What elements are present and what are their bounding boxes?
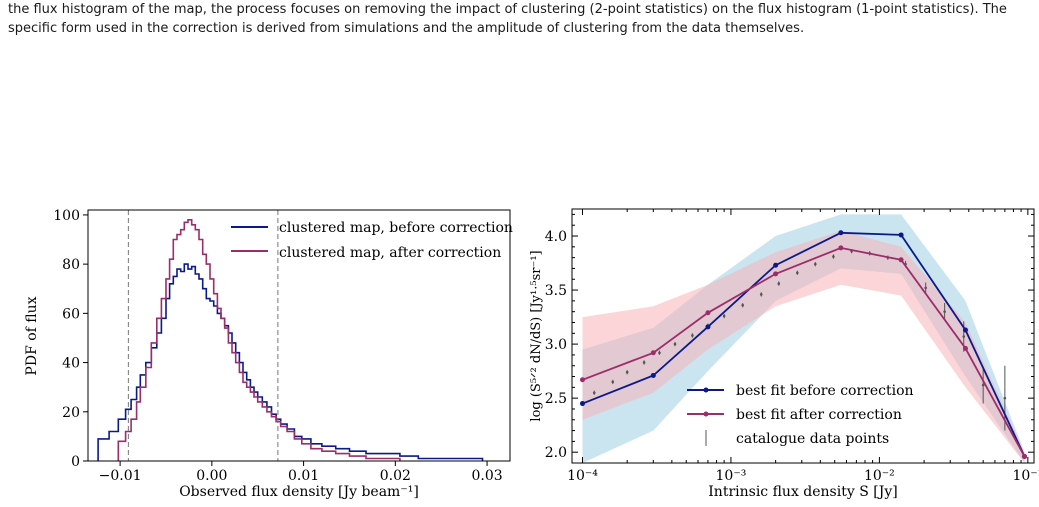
catalogue-point <box>962 335 966 338</box>
fit-point-after <box>773 271 779 277</box>
y-tick-label: 40 <box>62 356 80 372</box>
catalogue-point <box>592 391 596 395</box>
legend-label-after: best fit after correction <box>736 407 902 423</box>
y-tick-label: 2.0 <box>545 445 567 461</box>
fit-point-after <box>650 350 656 356</box>
catalogue-point <box>981 383 985 387</box>
catalogue-point <box>658 351 661 355</box>
series-after-correction <box>117 219 401 461</box>
fit-line-after-correction <box>582 246 1026 457</box>
y-tick-label: 100 <box>53 208 80 224</box>
x-axis-label: Intrinsic flux density S [Jy] <box>708 484 897 500</box>
x-tick-label: 0.00 <box>196 468 227 484</box>
uncertainty-band-after <box>582 230 1025 463</box>
x-axis-label: Observed flux density [Jy beam⁻¹] <box>179 484 419 500</box>
fit-point-before <box>579 401 585 407</box>
fit-point-after <box>579 377 585 383</box>
paragraph: the flux histogram of the map, the proce… <box>8 0 1033 38</box>
x-tick-label: 10⁻³ <box>716 468 747 484</box>
y-tick-label: 3.0 <box>545 337 567 353</box>
catalogue-point <box>943 310 946 313</box>
catalogue-point <box>611 380 615 384</box>
x-tick-label: 10⁻⁴ <box>567 468 598 484</box>
y-tick-label: 60 <box>62 306 80 322</box>
fit-point-before <box>650 372 656 378</box>
fit-point-after <box>962 345 968 351</box>
legend-label-after: clustered map, after correction <box>279 245 501 261</box>
x-tick-label: 10⁻¹ <box>1012 468 1039 484</box>
catalogue-point <box>642 361 646 364</box>
fit-point-before <box>898 232 904 238</box>
fit-point-after <box>1022 454 1028 460</box>
legend-marker-before <box>703 387 709 393</box>
catalogue-point <box>777 282 781 285</box>
catalogue-point <box>759 293 763 296</box>
fit-point-before <box>962 327 968 333</box>
paragraph-line-1: the flux histogram of the map, the proce… <box>8 2 1007 17</box>
plot-frame <box>87 209 511 462</box>
x-tick-label: 10⁻² <box>864 468 895 484</box>
y-axis-label: log (S⁵ᐟ² dN/dS) [Jy¹·⁵sr⁻¹] <box>529 250 544 421</box>
catalogue-point <box>741 303 744 307</box>
catalogue-point <box>673 342 677 346</box>
catalogue-point <box>722 314 726 318</box>
catalogue-point <box>1003 396 1007 400</box>
catalogue-point <box>813 262 817 266</box>
plot-frame <box>571 208 1035 464</box>
fit-point-after <box>838 245 844 251</box>
y-tick-label: 4.0 <box>545 229 567 245</box>
catalogue-point <box>691 334 694 337</box>
y-tick-label: 80 <box>62 257 80 273</box>
x-tick-label: 0.03 <box>471 468 502 484</box>
legend: clustered map, before correction cluster… <box>231 220 513 261</box>
fit-point-after <box>705 310 711 316</box>
catalogue-point <box>924 286 927 290</box>
legend-label-before: clustered map, before correction <box>279 220 513 236</box>
x-tick-label: −0.01 <box>99 468 142 484</box>
x-tick-label: 0.02 <box>380 468 411 484</box>
fit-line-before-correction <box>582 231 1026 457</box>
source-counts-chart: 10⁻⁴ 10⁻³ 10⁻² 10⁻¹ 2.0 2.5 3.0 3.5 4.0 best fit… <box>529 208 1039 500</box>
catalogue-point <box>625 370 629 374</box>
y-tick-label: 2.5 <box>545 391 567 407</box>
x-tick-label: 0.01 <box>288 468 319 484</box>
catalogue-point <box>796 271 799 275</box>
histogram-chart: −0.01 0.00 0.01 0.02 0.03 0 20 40 60 80 100 cluste… <box>24 208 513 500</box>
y-tick-label: 0 <box>71 454 80 470</box>
fit-point-before <box>838 230 844 236</box>
fit-point-before <box>773 262 779 268</box>
legend-label-catalogue: catalogue data points <box>736 431 889 447</box>
fit-point-before <box>705 324 711 330</box>
y-axis-label: PDF of flux <box>24 296 40 375</box>
catalogue-point <box>832 255 835 258</box>
paragraph-line-2: specific form used in the correction is … <box>8 21 805 36</box>
y-tick-label: 3.5 <box>545 283 567 299</box>
legend-marker-after <box>703 411 709 417</box>
legend: best fit before correction best fit afte… <box>687 383 914 447</box>
y-tick-label: 20 <box>62 405 80 421</box>
fit-point-after <box>898 257 904 263</box>
legend-label-before: best fit before correction <box>736 383 914 399</box>
